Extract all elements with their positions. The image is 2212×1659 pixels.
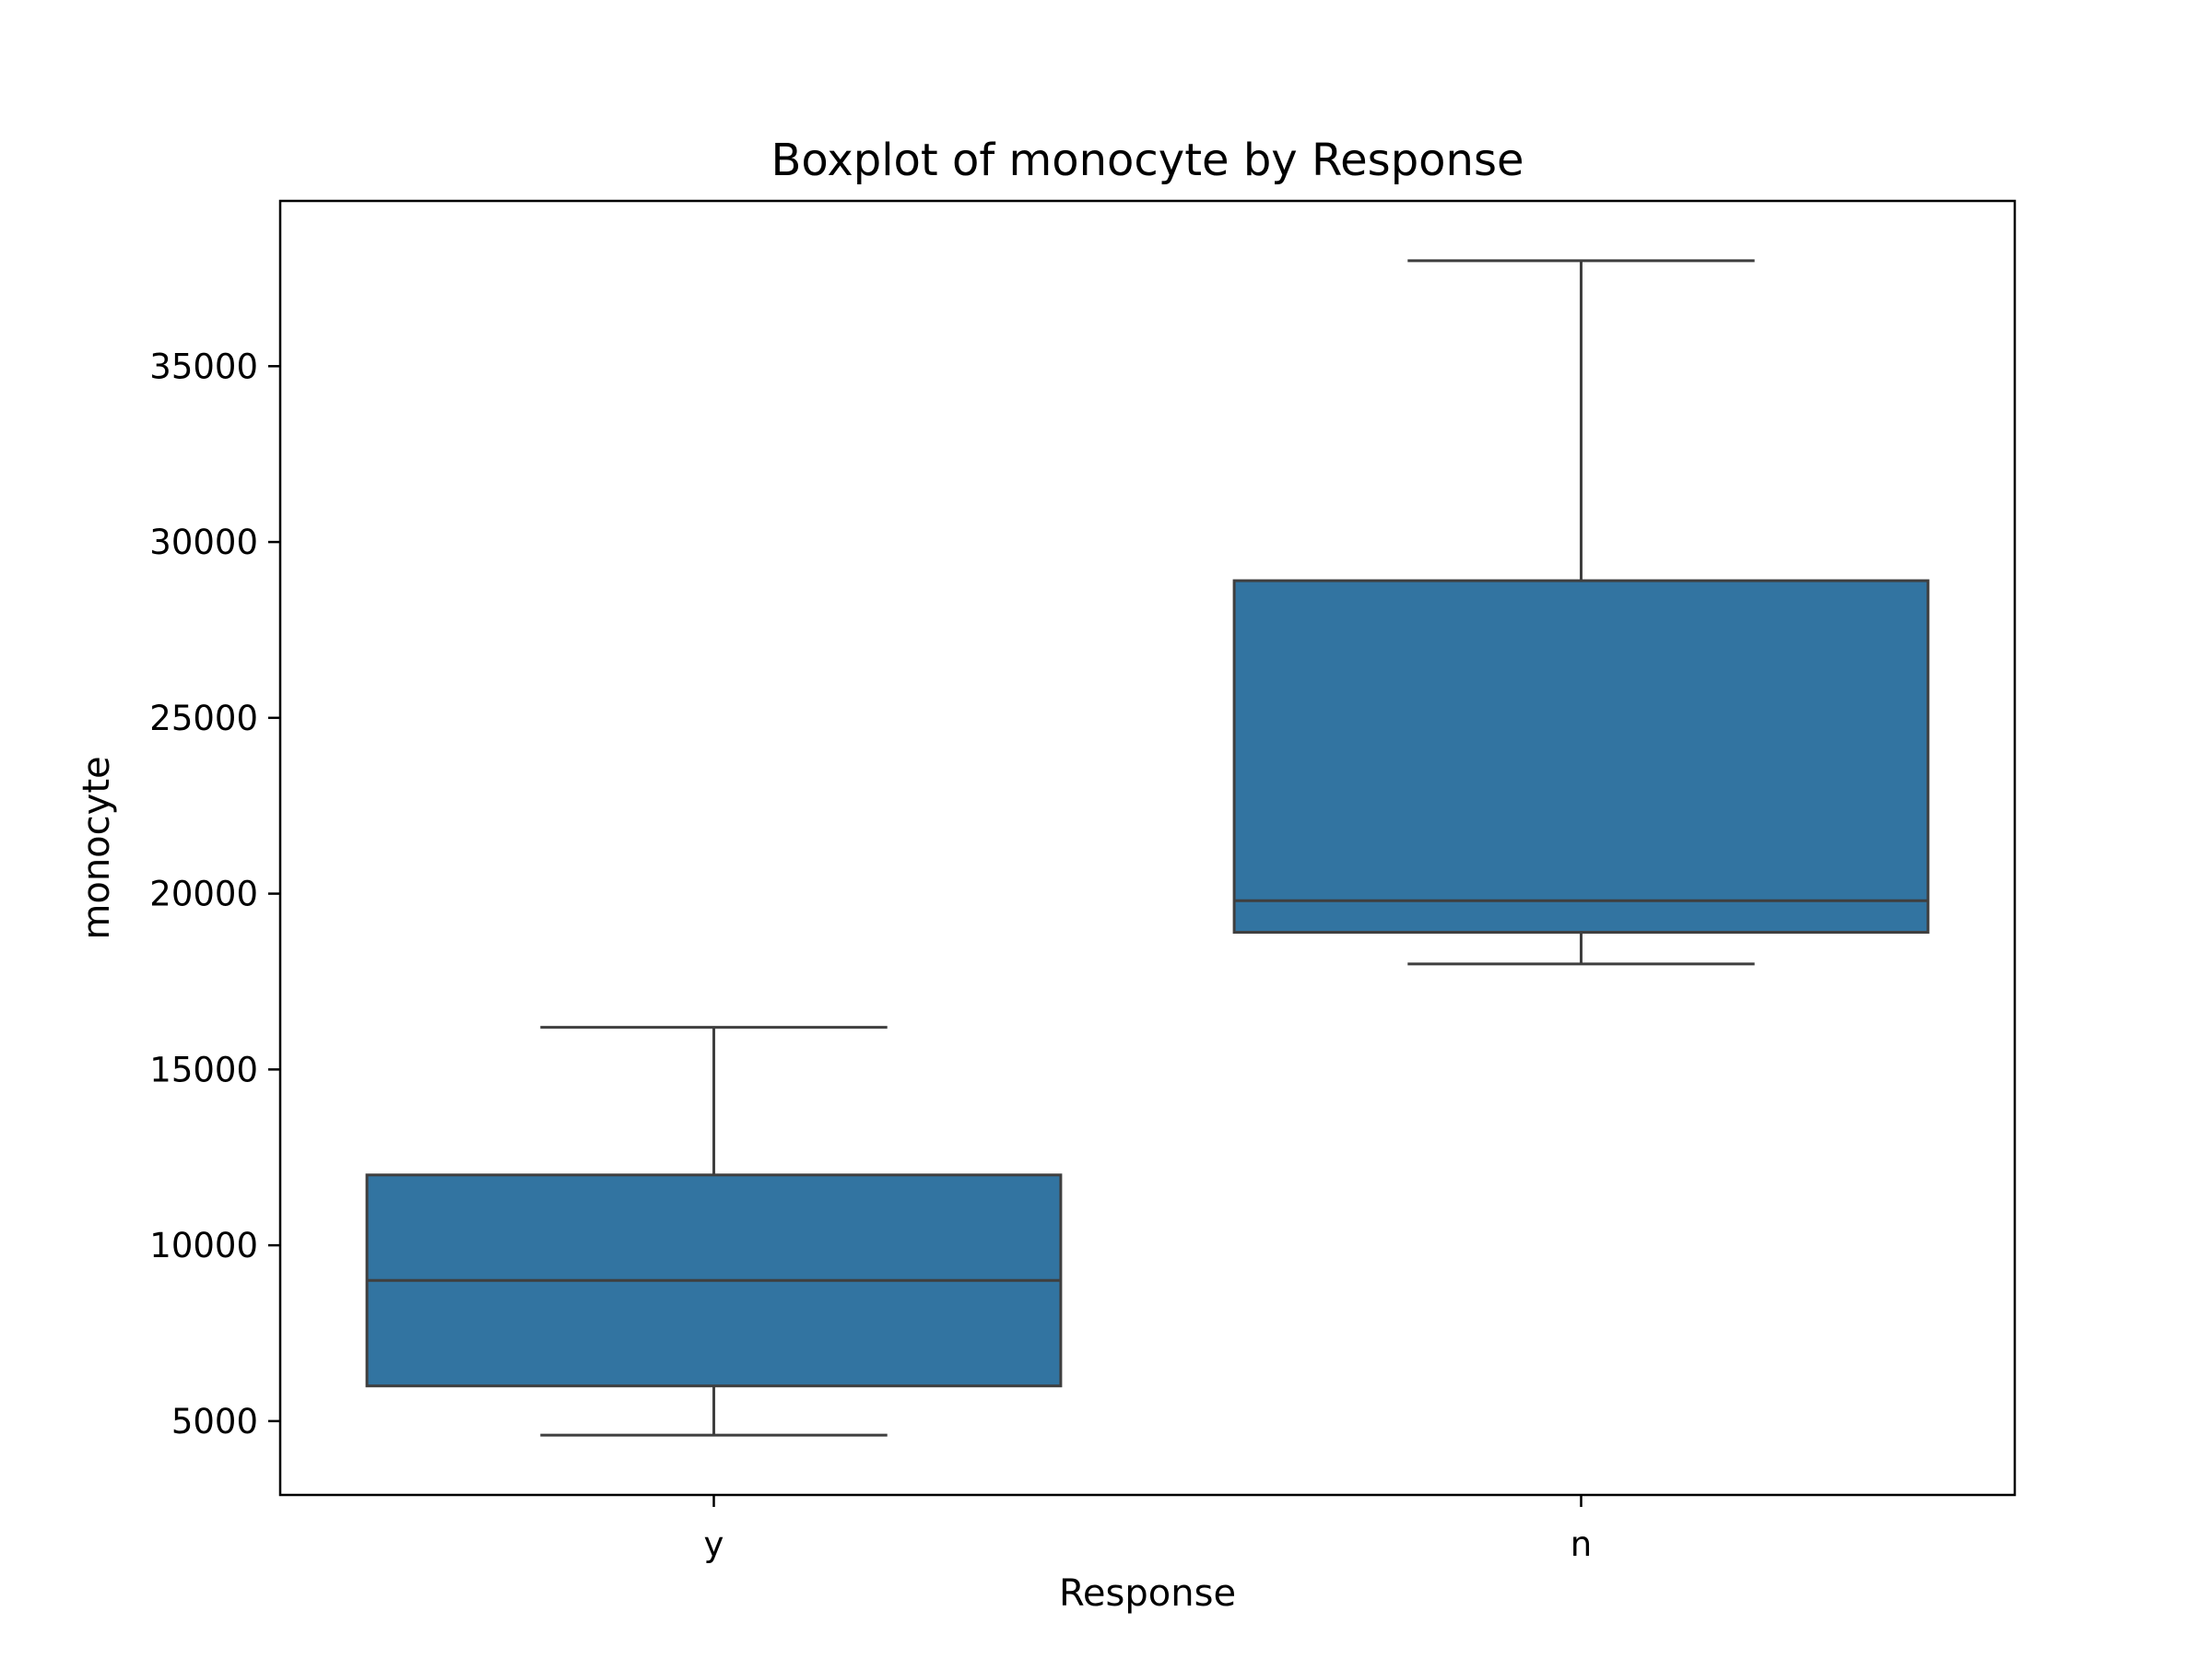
plot-frame [278, 199, 2017, 1497]
y-tick-label: 20000 [149, 875, 258, 914]
y-axis-label: monocyte [76, 756, 118, 939]
y-tick-label: 30000 [149, 523, 258, 562]
box-group-n [1232, 259, 1930, 966]
y-tick-label: 15000 [149, 1050, 258, 1089]
y-tick-label: 5000 [171, 1402, 258, 1441]
box-body [1232, 579, 1930, 935]
box-group-y [365, 1026, 1063, 1437]
x-tick-label: n [1571, 1524, 1592, 1564]
y-tick-label: 35000 [149, 347, 258, 386]
plot-area [365, 259, 1930, 1437]
y-tick-label: 10000 [149, 1226, 258, 1265]
y-tick-label: 25000 [149, 699, 258, 738]
chart-title: Boxplot of monocyte by Response [771, 135, 1524, 186]
x-axis-label: Response [1059, 1572, 1236, 1615]
y-axis: 5000 10000 15000 20000 25000 30000 35000 [149, 347, 280, 1441]
x-tick-label: y [704, 1524, 724, 1564]
